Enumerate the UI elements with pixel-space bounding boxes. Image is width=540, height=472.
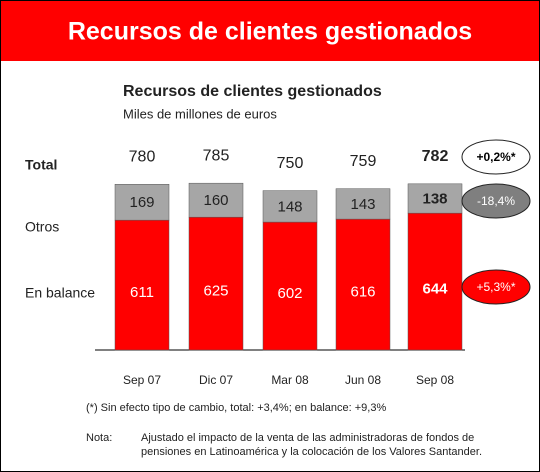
row-label: Otros	[25, 219, 59, 235]
note-line: pensiones en Latinoamérica y la colocaci…	[141, 446, 482, 458]
badge	[461, 269, 531, 305]
bar-segment	[262, 190, 318, 223]
chart-subtitle: Miles de millones de euros	[123, 106, 277, 121]
footnote: (*) Sin efecto tipo de cambio, total: +3…	[86, 402, 386, 414]
header-bar	[1, 1, 539, 61]
bar-segment	[335, 218, 391, 351]
total-value: 759	[350, 153, 377, 170]
value-label: 169	[129, 194, 154, 211]
bar-segment	[188, 182, 244, 218]
value-label: 625	[203, 283, 228, 300]
bar-segment	[407, 183, 463, 214]
bar-segment	[188, 216, 244, 351]
badge	[461, 139, 531, 175]
total-value: 785	[203, 147, 230, 164]
value-label: 644	[422, 281, 448, 298]
x-tick-label: Sep 07	[123, 373, 161, 387]
total-value: 780	[129, 148, 156, 165]
value-label: 602	[277, 285, 302, 302]
bar-segment	[114, 184, 170, 221]
page-title: Recursos de clientes gestionados	[68, 18, 472, 46]
badge-text: +0,2%*	[476, 150, 515, 164]
x-tick-label: Jun 08	[345, 373, 381, 387]
value-label: 616	[350, 284, 375, 301]
value-label: 148	[277, 198, 302, 215]
x-tick-label: Mar 08	[271, 373, 309, 387]
badge-text: -18,4%	[477, 194, 515, 208]
note-line: Ajustado el impacto de la venta de las a…	[141, 432, 474, 444]
total-value: 750	[277, 155, 304, 172]
badge	[461, 183, 531, 219]
x-tick-label: Sep 08	[416, 373, 454, 387]
row-label: En balance	[25, 285, 95, 301]
bar-segment	[114, 219, 170, 351]
badge-text: +5,3%*	[476, 280, 515, 294]
note-label: Nota:	[86, 432, 112, 444]
bar-segment	[335, 188, 391, 220]
value-label: 143	[350, 196, 375, 213]
bar-segment	[262, 221, 318, 351]
value-label: 160	[203, 192, 228, 209]
total-value: 782	[422, 148, 449, 165]
chart-title: Recursos de clientes gestionados	[123, 83, 382, 100]
total-label: Total	[25, 157, 57, 173]
value-label: 138	[422, 190, 447, 207]
value-label: 611	[130, 284, 154, 301]
x-tick-label: Dic 07	[199, 373, 233, 387]
